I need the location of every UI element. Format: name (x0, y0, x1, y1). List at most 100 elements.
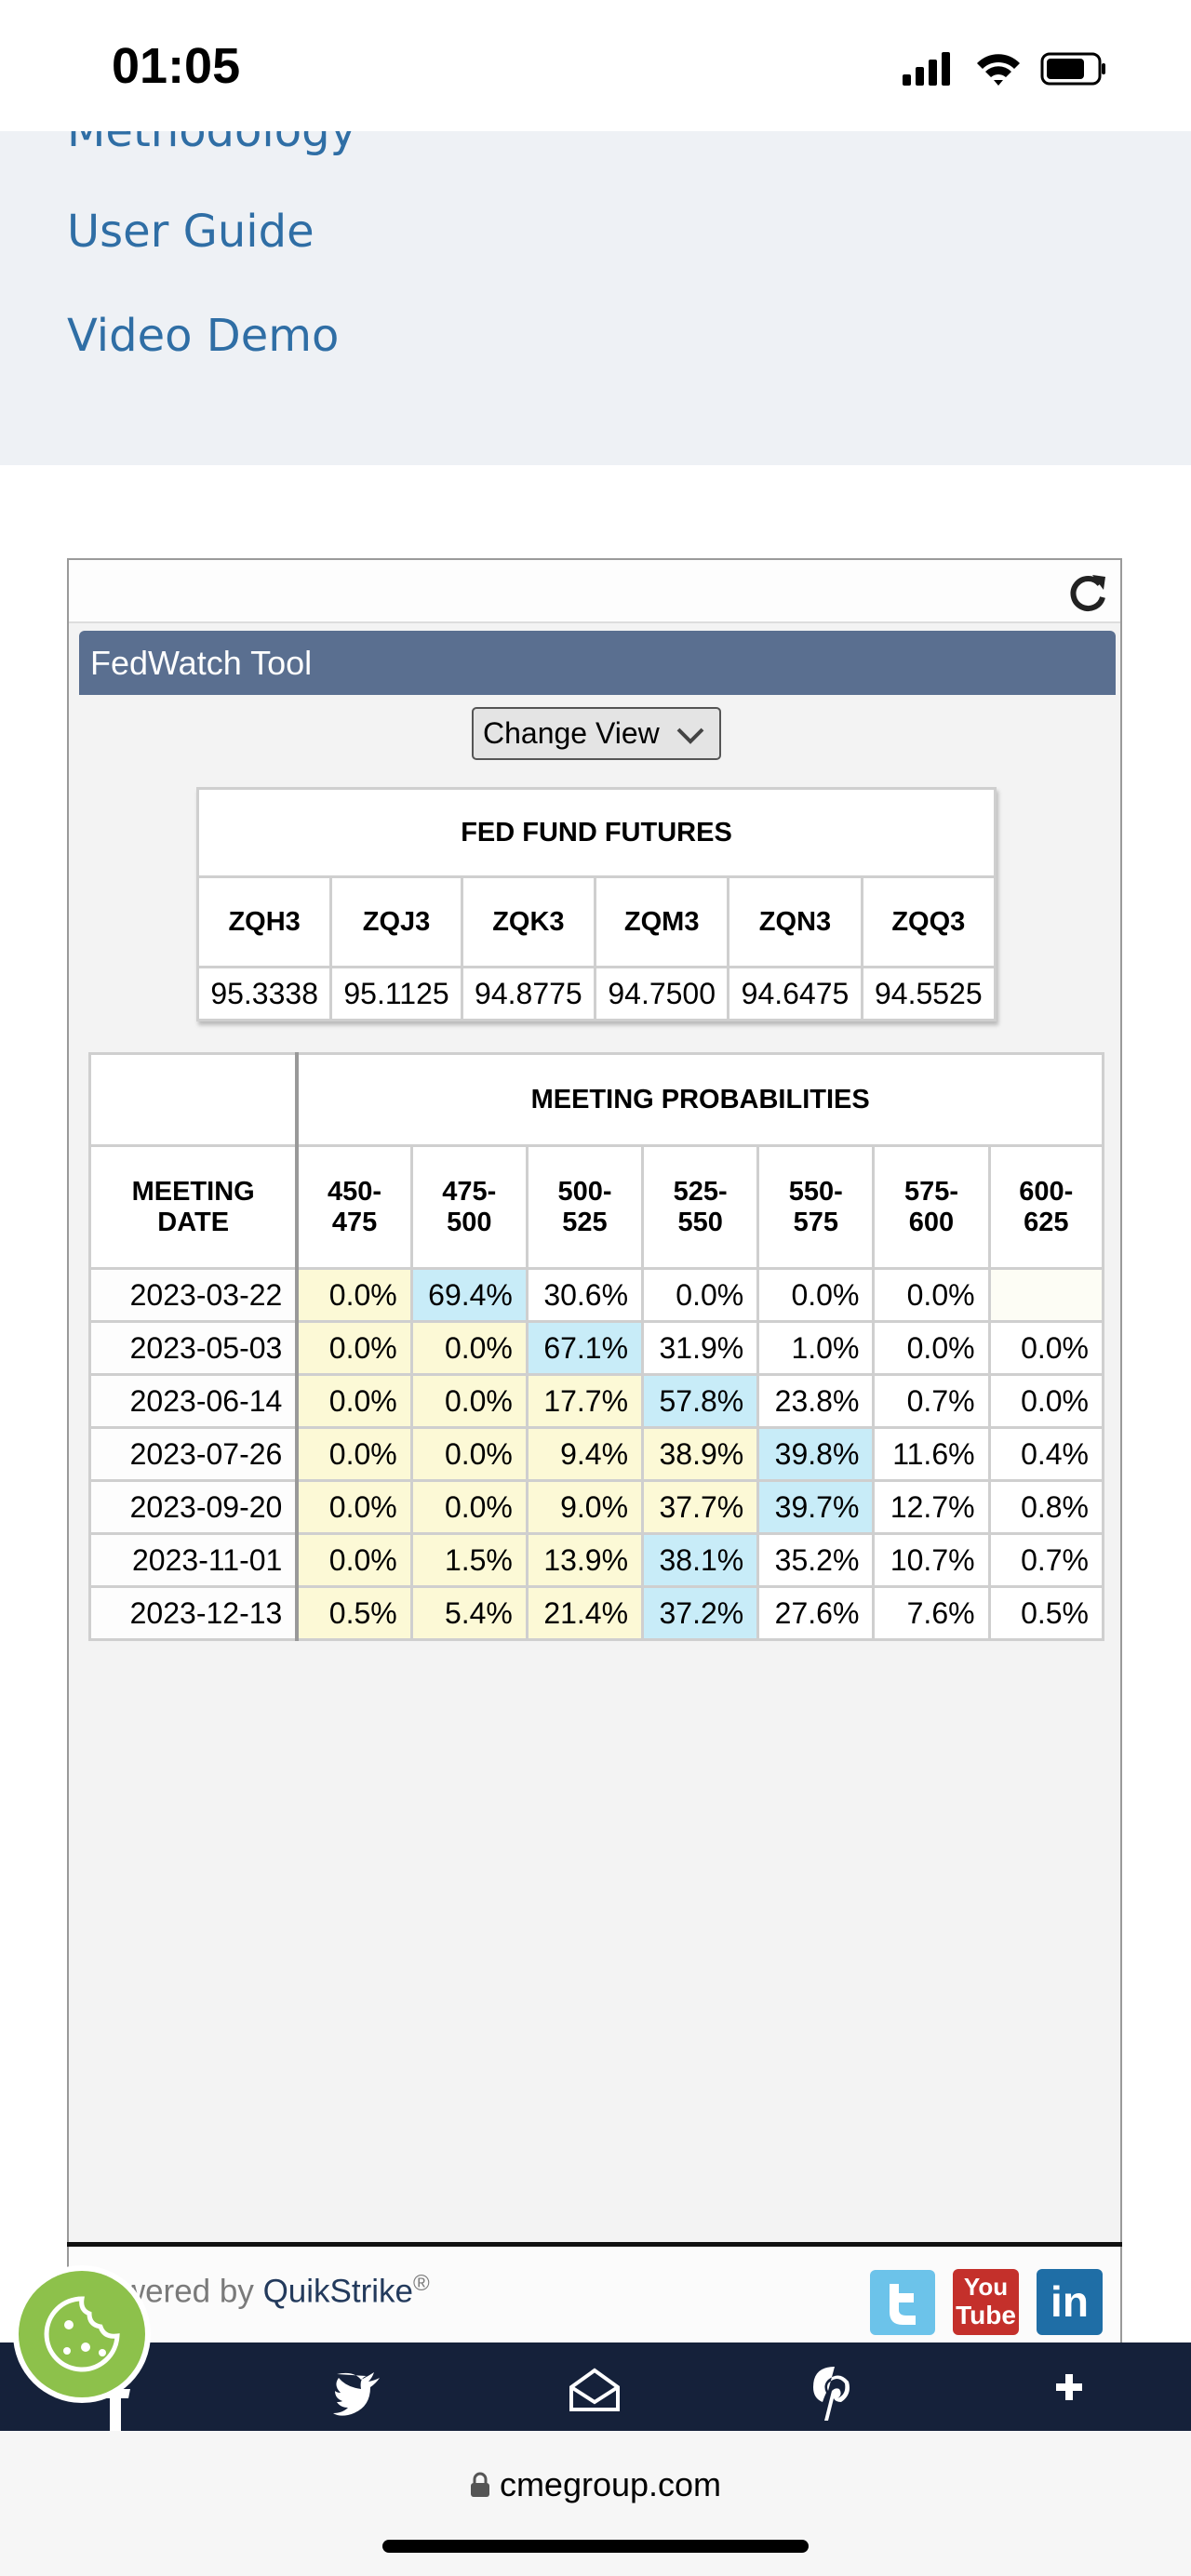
probability-cell: 37.7% (641, 1479, 760, 1535)
probability-cell (987, 1267, 1105, 1323)
probability-cell: 0.0% (295, 1426, 413, 1482)
brand: QuikStrike (262, 2273, 413, 2310)
probability-cell: 0.0% (295, 1320, 413, 1376)
meeting-date: 2023-12-13 (88, 1585, 299, 1641)
home-indicator (382, 2540, 809, 2553)
probability-cell: 69.4% (409, 1267, 529, 1323)
probability-cell: 67.1% (525, 1320, 645, 1376)
probability-cell: 0.0% (295, 1532, 413, 1588)
probability-cell: 0.4% (987, 1426, 1105, 1482)
status-icons (903, 52, 1105, 86)
youtube-icon[interactable]: You Tube (953, 2269, 1019, 2335)
probability-cell: 27.6% (756, 1585, 876, 1641)
table-title: FED FUND FUTURES (196, 787, 997, 878)
rate-header: 600- 625 (987, 1144, 1105, 1270)
column-header: ZQQ3 (860, 875, 997, 968)
probability-cell: 0.5% (295, 1585, 413, 1641)
table-title: MEETING PROBABILITIES (295, 1052, 1105, 1147)
futures-price: 94.5525 (860, 966, 997, 1021)
cookie-button[interactable] (11, 2263, 154, 2407)
change-view-button[interactable]: Change View (472, 707, 721, 760)
probability-cell: 38.9% (641, 1426, 760, 1482)
refresh-button[interactable] (1066, 571, 1109, 614)
more-icon[interactable] (1056, 2374, 1082, 2400)
probability-cell: 0.0% (756, 1267, 876, 1323)
probability-cell: 0.0% (409, 1426, 529, 1482)
table-row: 2023-12-13 0.5% 5.4% 21.4% 37.2% 27.6% 7.6% 0.5… (88, 1585, 1105, 1641)
probability-cell: 1.0% (756, 1320, 876, 1376)
probability-cell: 57.8% (641, 1373, 760, 1429)
registered-mark: ® (413, 2271, 430, 2296)
probability-cell: 0.0% (987, 1320, 1105, 1376)
pinterest-icon[interactable] (813, 2367, 850, 2421)
probability-cell: 7.6% (872, 1585, 991, 1641)
probability-cell: 0.0% (295, 1267, 413, 1323)
table-row: 95.3338 95.1125 94.8775 94.7500 94.6475 94.55… (195, 966, 997, 1021)
email-icon[interactable] (569, 2368, 620, 2411)
column-header: ZQJ3 (329, 875, 463, 968)
rate-header: 550- 575 (756, 1144, 876, 1270)
probability-cell: 0.0% (987, 1373, 1105, 1429)
youtube-tube: Tube (956, 2301, 1016, 2329)
probability-cell: 0.7% (987, 1532, 1105, 1588)
meeting-date: 2023-09-20 (88, 1479, 299, 1535)
rate-header: 500- 525 (525, 1144, 645, 1270)
futures-price: 94.6475 (727, 966, 863, 1021)
probabilities-table: MEETING PROBABILITIES MEETING DATE 450- 47… (88, 1052, 1105, 1641)
meeting-date: 2023-07-26 (88, 1426, 299, 1482)
futures-price: 94.7500 (594, 966, 730, 1021)
fedwatch-widget: FedWatch Tool Change View FED FUND FUTUR… (67, 558, 1122, 2244)
twitter-share-icon[interactable] (333, 2372, 380, 2416)
probability-cell: 9.0% (525, 1479, 645, 1535)
blank-cell (88, 1052, 299, 1147)
probability-cell: 0.5% (987, 1585, 1105, 1641)
probability-cell: 12.7% (872, 1479, 991, 1535)
url-bar[interactable]: cmegroup.com (0, 2465, 1191, 2504)
table-row: MEETING PROBABILITIES (88, 1052, 1105, 1147)
rate-header: 450- 475 (295, 1144, 413, 1270)
linkedin-icon[interactable]: in (1037, 2269, 1103, 2335)
clock: 01:05 (112, 38, 241, 94)
widget-footer: Powered by QuikStrike® You Tube in (67, 2247, 1122, 2342)
table-row: 2023-11-01 0.0% 1.5% 13.9% 38.1% 35.2% 10.7% 0.… (88, 1532, 1105, 1588)
rate-header: 575- 600 (872, 1144, 991, 1270)
widget-toolbar (69, 560, 1120, 623)
probability-cell: 10.7% (872, 1532, 991, 1588)
table-row: 2023-03-22 0.0% 69.4% 30.6% 0.0% 0.0% 0.0% (88, 1267, 1105, 1323)
probability-cell: 23.8% (756, 1373, 876, 1429)
meeting-date: 2023-11-01 (88, 1532, 299, 1588)
status-bar: 01:05 (0, 0, 1191, 131)
facebook-icon[interactable] (102, 2370, 130, 2431)
probability-cell: 0.0% (409, 1479, 529, 1535)
youtube-you: You (963, 2273, 1009, 2301)
table-row: 2023-07-26 0.0% 0.0% 9.4% 38.9% 39.8% 11.6% 0.4… (88, 1426, 1105, 1482)
probability-cell: 31.9% (641, 1320, 760, 1376)
dropdown-arrow (676, 727, 704, 744)
nav-link[interactable]: User Guide (67, 206, 314, 258)
probability-cell: 0.0% (295, 1479, 413, 1535)
widget-title: FedWatch Tool (79, 631, 1116, 695)
column-header: ZQK3 (460, 875, 597, 968)
footer-rule (67, 2242, 1122, 2247)
probability-cell: 9.4% (525, 1426, 645, 1482)
table-row: 2023-06-14 0.0% 0.0% 17.7% 57.8% 23.8% 0.7% 0.0… (88, 1373, 1105, 1429)
nav-link[interactable]: Video Demo (67, 310, 340, 362)
probability-cell: 0.0% (409, 1320, 529, 1376)
probability-cell: 11.6% (872, 1426, 991, 1482)
probability-cell: 0.0% (641, 1267, 760, 1323)
column-header: ZQM3 (594, 875, 730, 968)
column-header: ZQH3 (195, 875, 333, 968)
probability-cell: 5.4% (409, 1585, 529, 1641)
rate-header: 525- 550 (641, 1144, 760, 1270)
futures-table: FED FUND FUTURES ZQH3 ZQJ3 ZQK3 ZQM3 ZQN3 ZQQ3… (195, 787, 997, 1021)
share-bar (0, 2342, 1191, 2431)
probability-cell: 0.0% (409, 1373, 529, 1429)
button-label: Change View (483, 716, 660, 750)
probability-cell: 30.6% (525, 1267, 645, 1323)
probability-cell: 21.4% (525, 1585, 645, 1641)
probability-cell: 38.1% (641, 1532, 760, 1588)
twitter-icon[interactable] (869, 2269, 936, 2336)
date-header: MEETING DATE (88, 1144, 299, 1270)
url-text: cmegroup.com (499, 2465, 722, 2503)
